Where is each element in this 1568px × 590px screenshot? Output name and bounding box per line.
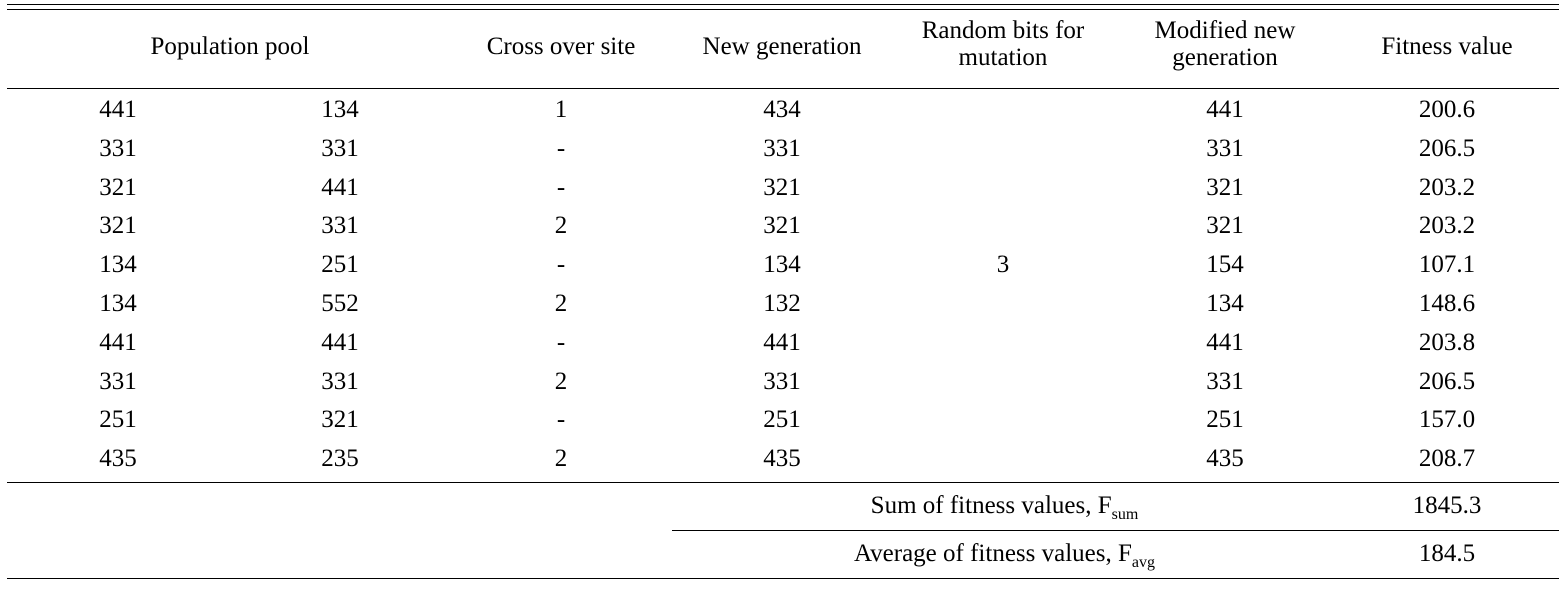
header-modified-line1: Modified new [1154,17,1296,44]
cell-modified-generation: 321 [1206,212,1244,240]
sum-label: Sum of fitness values, Fsum [672,492,1337,523]
cell-pool-b: 321 [321,406,359,434]
cell-new-generation: 321 [763,212,801,240]
cell-modified-generation: 331 [1206,367,1244,395]
cell-cross-over-site: - [556,406,566,434]
cell-fitness-value: 203.8 [1418,328,1476,356]
header-modified-new-generation: Modified new generation [1115,17,1335,71]
cell-fitness-value: 157.0 [1418,406,1476,434]
header-rule [7,88,1559,89]
cell-new-generation: 321 [763,173,801,201]
sum-value: 1845.3 [1412,492,1482,519]
cell-cross-over-site: - [556,328,566,356]
cell-cross-over-site: 2 [554,212,568,240]
cell-modified-generation: 441 [1206,96,1244,123]
cell-pool-b: 331 [321,134,359,162]
cell-modified-generation: 321 [1206,173,1244,201]
cell-modified-generation: 331 [1206,134,1244,162]
cell-modified-generation: 154 [1206,251,1244,279]
cell-fitness-value: 206.5 [1418,367,1476,395]
cell-fitness-value: 107.1 [1418,251,1476,279]
cell-pool-a: 331 [99,134,137,162]
cell-fitness-value: 206.5 [1418,134,1476,162]
cell-modified-generation: 251 [1206,406,1244,434]
cell-new-generation: 134 [763,251,801,279]
cell-pool-a: 321 [99,212,137,240]
cell-modified-generation: 441 [1206,328,1244,356]
cell-pool-b: 331 [321,367,359,395]
top-rule-inner [7,9,1559,10]
cell-pool-a: 321 [99,173,137,201]
cell-pool-b: 552 [321,290,359,317]
cell-cross-over-site: - [556,173,566,201]
cell-cross-over-site: 1 [554,96,568,123]
cell-fitness-value: 208.7 [1418,445,1476,473]
header-modified-line2: generation [1172,44,1278,71]
header-random-bits-line1: Random bits for [921,17,1085,44]
cell-pool-b: 251 [321,251,359,279]
cell-new-generation: 434 [763,96,801,123]
top-rule-outer [7,4,1559,5]
sum-label-text: Sum of fitness values, F [870,492,1112,519]
header-random-bits-line2: mutation [958,44,1048,71]
sum-label-subscript: sum [1111,506,1139,523]
cell-pool-b: 441 [321,173,359,201]
cell-pool-a: 134 [99,251,137,279]
avg-label-subscript: avg [1131,554,1156,571]
header-fitness-value: Fitness value [1381,33,1513,60]
summary-rule [672,530,1559,531]
cell-cross-over-site: 2 [554,290,568,317]
cell-new-generation: 251 [763,406,801,434]
header-new-generation: New generation [702,33,862,60]
cell-modified-generation: 134 [1206,290,1244,317]
cell-new-generation: 331 [763,134,801,162]
cell-pool-b: 441 [321,328,359,356]
cell-cross-over-site: - [556,134,566,162]
cell-fitness-value: 148.6 [1418,290,1476,317]
header-random-bits: Random bits for mutation [893,17,1113,71]
header-population-pool: Population pool [150,33,310,60]
avg-value: 184.5 [1418,540,1476,567]
avg-label-text: Average of fitness values, F [853,540,1132,567]
cell-new-generation: 331 [763,367,801,395]
cell-fitness-value: 203.2 [1418,212,1476,240]
cell-pool-a: 331 [99,367,137,395]
bottom-rule [7,578,1559,579]
cell-pool-b: 134 [321,96,359,123]
cell-pool-a: 441 [99,328,137,356]
cell-new-generation: 435 [763,445,801,473]
cell-new-generation: 441 [763,328,801,356]
cell-fitness-value: 203.2 [1418,173,1476,201]
cell-pool-b: 331 [321,212,359,240]
cell-pool-a: 134 [99,290,137,317]
cell-cross-over-site: 2 [554,367,568,395]
cell-pool-a: 251 [99,406,137,434]
cell-fitness-value: 200.6 [1418,96,1476,123]
random-bits-value: 3 [996,251,1010,278]
cell-pool-b: 235 [321,445,359,473]
cell-pool-a: 435 [99,445,137,473]
body-rule [7,482,1559,483]
cell-cross-over-site: 2 [554,445,568,473]
cell-new-generation: 132 [763,290,801,317]
cell-pool-a: 441 [99,96,137,123]
header-cross-over-site: Cross over site [486,33,636,60]
cell-cross-over-site: - [556,251,566,279]
cell-modified-generation: 435 [1206,445,1244,473]
avg-label: Average of fitness values, Favg [672,540,1337,571]
